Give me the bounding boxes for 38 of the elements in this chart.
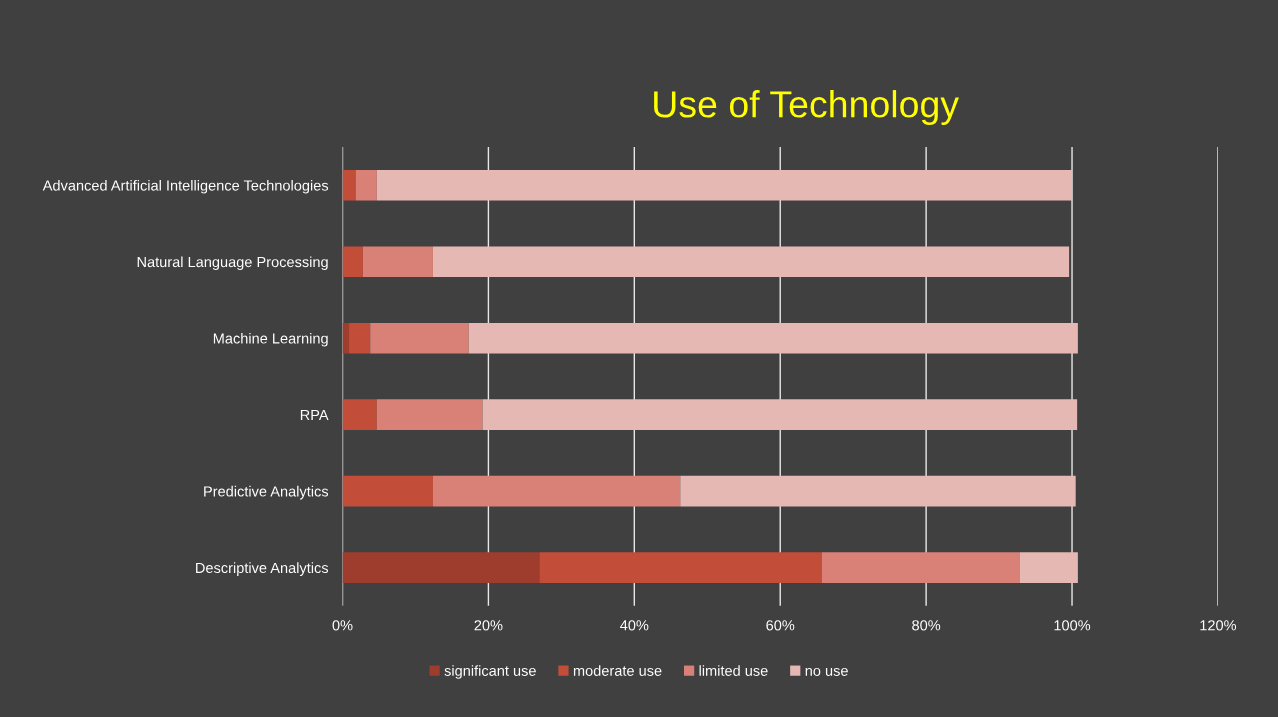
y-tick-label: Predictive Analytics xyxy=(204,485,329,500)
x-tick-label: 40% xyxy=(620,620,649,631)
x-tick-label: 120% xyxy=(1200,620,1237,631)
bar xyxy=(342,169,356,201)
bar xyxy=(342,552,540,583)
x-tick-label: 20% xyxy=(474,620,503,631)
bar xyxy=(1019,552,1078,583)
bar xyxy=(468,322,1078,354)
x-tick-label: 60% xyxy=(766,620,795,631)
legend-label: significant use xyxy=(444,665,536,679)
bar xyxy=(355,169,377,201)
y-tick-label: Descriptive Analytics xyxy=(196,562,329,576)
y-tick-label: Machine Learning xyxy=(213,332,328,347)
bar xyxy=(539,552,822,583)
x-tick-label: 0% xyxy=(332,620,353,631)
y-tick-label: Advanced Artificial Intelligence Technologies xyxy=(42,179,329,194)
bar xyxy=(432,246,1070,277)
bar xyxy=(370,322,469,354)
bar xyxy=(342,475,433,507)
bar xyxy=(821,552,1020,583)
bar xyxy=(362,246,433,277)
bar xyxy=(342,399,377,430)
legend-label: limited use xyxy=(699,665,768,676)
y-tick-label: RPA xyxy=(300,409,329,420)
x-tick-label: 100% xyxy=(1054,620,1091,631)
bar xyxy=(482,399,1078,430)
x-tick-label: 80% xyxy=(912,620,941,631)
chart-title: Use of Technology xyxy=(654,90,959,126)
bar xyxy=(349,322,371,354)
bar xyxy=(432,475,681,507)
bar xyxy=(342,322,350,354)
y-tick-label: Natural Language Processing xyxy=(137,256,328,271)
bar xyxy=(376,169,1073,201)
legend-label: moderate use xyxy=(573,665,662,676)
bar xyxy=(342,246,363,277)
legend-label: no use xyxy=(805,667,848,676)
bar xyxy=(680,475,1076,507)
bar xyxy=(376,399,483,430)
